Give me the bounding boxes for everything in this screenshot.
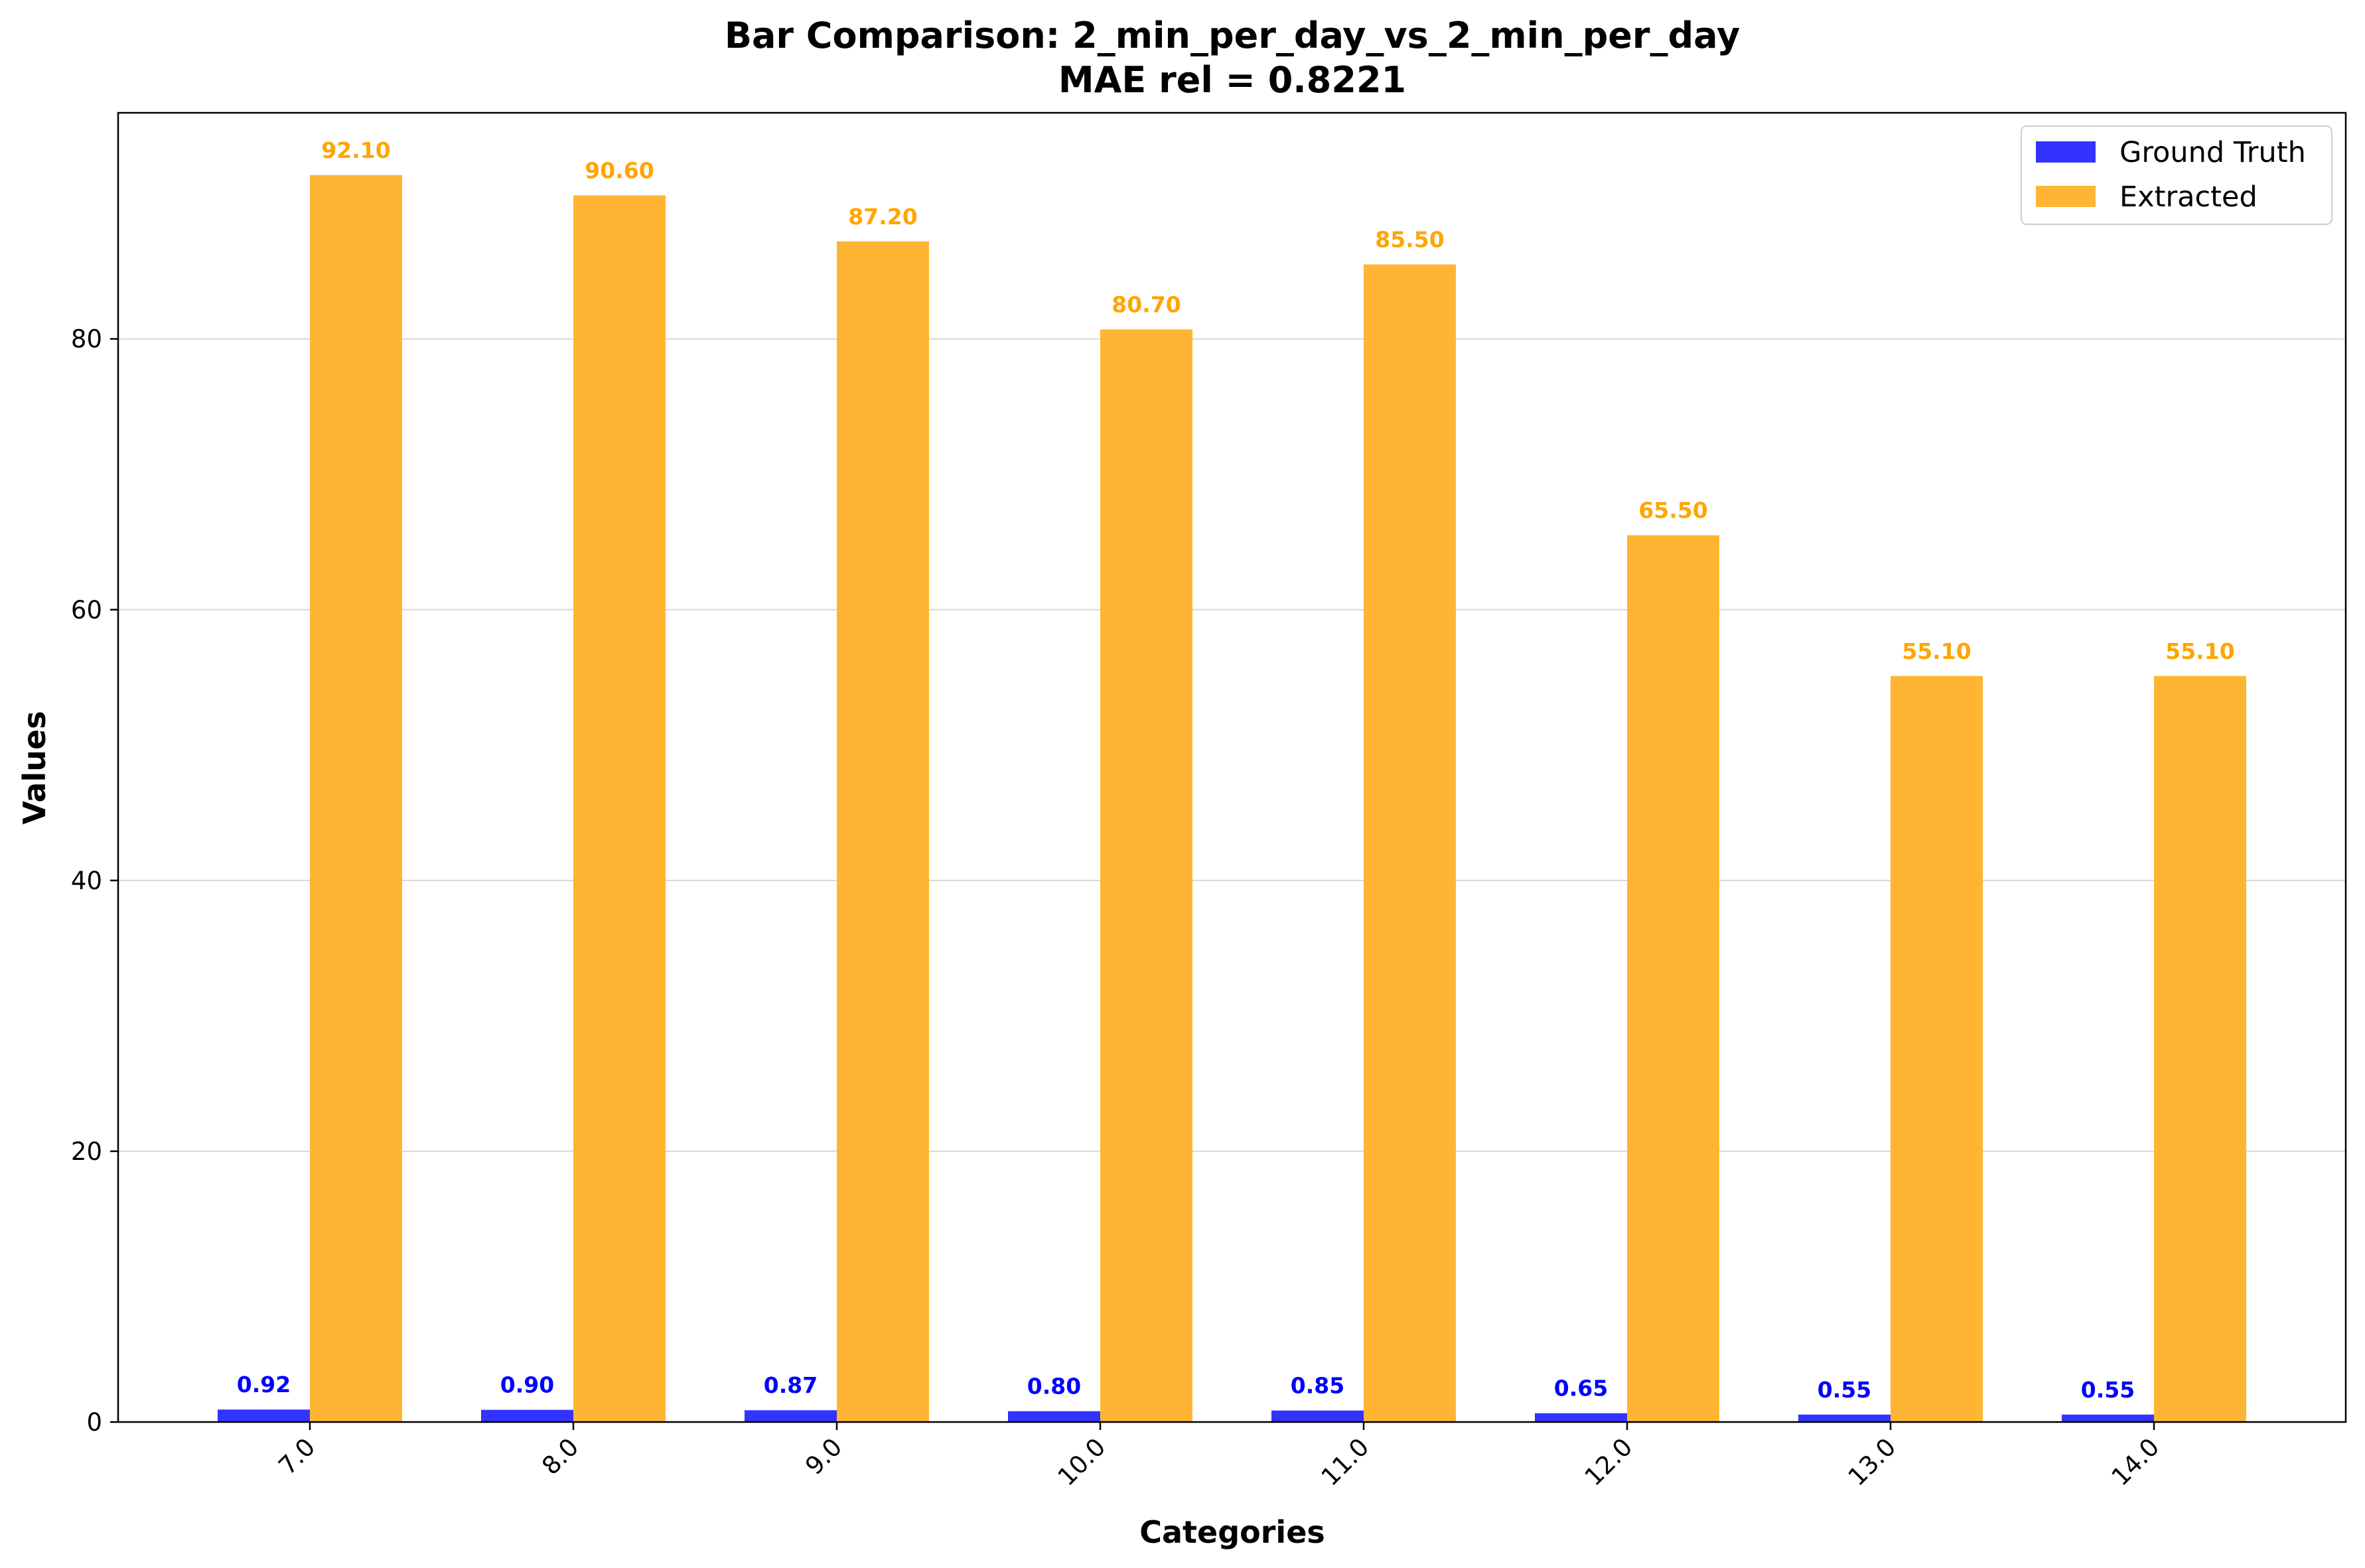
y-axis-label: Values	[17, 711, 52, 824]
x-tick-label-12-0: 12.0	[1579, 1433, 1638, 1492]
data-label-extracted-11-0: 85.50	[1375, 227, 1444, 253]
chart-title-line-1: Bar Comparison: 2_min_per_day_vs_2_min_p…	[725, 15, 1740, 56]
bar-ground-truth-13-0	[1798, 1414, 1891, 1422]
legend-swatch-ground-truth	[2036, 141, 2096, 163]
bar-extracted-11-0	[1364, 264, 1456, 1422]
chart-title-line-2: MAE rel = 0.8221	[1058, 59, 1406, 101]
y-tick-label-3: 60	[71, 596, 102, 624]
data-label-extracted-12-0: 65.50	[1638, 498, 1707, 524]
x-tick-label-11-0: 11.0	[1316, 1433, 1375, 1492]
bar-extracted-9-0	[837, 241, 929, 1423]
bar-ground-truth-12-0	[1535, 1413, 1627, 1422]
bar-extracted-8-0	[573, 195, 666, 1422]
y-tick-label-4: 80	[71, 325, 102, 354]
legend-swatch-extracted	[2036, 186, 2096, 207]
legend: Ground Truth Extracted	[2021, 125, 2332, 225]
data-label-extracted-10-0: 80.70	[1111, 291, 1181, 317]
bar-extracted-7-0	[310, 175, 402, 1422]
y-tick-label-1: 20	[71, 1137, 102, 1166]
data-label-ground-truth-14-0: 0.55	[2081, 1377, 2135, 1403]
data-label-extracted-14-0: 55.10	[2165, 638, 2234, 664]
bar-extracted-12-0	[1627, 535, 1719, 1422]
bar-ground-truth-11-0	[1271, 1410, 1364, 1422]
x-tick-label-14-0: 14.0	[2106, 1433, 2165, 1492]
x-tick-label-10-0: 10.0	[1052, 1433, 1111, 1492]
x-tick-label-13-0: 13.0	[1843, 1433, 1902, 1492]
bar-extracted-10-0	[1100, 329, 1192, 1423]
gridlines	[118, 338, 2346, 1152]
legend-label-ground-truth: Ground Truth	[2119, 136, 2306, 169]
bar-ground-truth-8-0	[481, 1409, 573, 1422]
y-axis-ticks: 0 20 40 60 80	[71, 325, 118, 1437]
x-tick-label-7-0: 7.0	[273, 1433, 321, 1480]
legend-frame	[2021, 125, 2332, 225]
x-tick-label-8-0: 8.0	[536, 1433, 584, 1480]
data-labels-layer: 0.92 92.10 0.90 90.60 0.87 87.20 0.80 80.70 0.85…	[237, 137, 2235, 1403]
data-label-extracted-8-0: 90.60	[585, 157, 654, 183]
data-label-ground-truth-13-0: 0.55	[1818, 1377, 1871, 1403]
x-axis-ticks: 7.0 8.0 9.0 10.0 11.0 12.0 13.0 14.0	[273, 1422, 2165, 1492]
bars-layer	[218, 175, 2246, 1423]
data-label-ground-truth-12-0: 0.65	[1554, 1376, 1608, 1401]
bar-ground-truth-7-0	[218, 1409, 310, 1422]
bar-ground-truth-10-0	[1008, 1411, 1100, 1422]
x-axis-label: Categories	[1139, 1514, 1325, 1550]
data-label-extracted-13-0: 55.10	[1902, 638, 1971, 664]
data-label-ground-truth-8-0: 0.90	[500, 1372, 554, 1398]
data-label-extracted-9-0: 87.20	[848, 204, 917, 230]
bar-extracted-14-0	[2154, 676, 2246, 1423]
data-label-ground-truth-11-0: 0.85	[1291, 1373, 1344, 1399]
plot-frame	[117, 111, 2347, 1423]
y-tick-label-2: 40	[71, 867, 102, 895]
bar-ground-truth-9-0	[745, 1410, 837, 1422]
legend-label-extracted: Extracted	[2119, 180, 2258, 214]
x-tick-label-9-0: 9.0	[800, 1433, 847, 1480]
data-label-ground-truth-7-0: 0.92	[237, 1372, 291, 1397]
data-label-extracted-7-0: 92.10	[321, 137, 390, 163]
data-label-ground-truth-9-0: 0.87	[764, 1372, 818, 1398]
y-tick-label-0: 0	[86, 1408, 102, 1437]
bar-extracted-13-0	[1891, 676, 1983, 1423]
data-label-ground-truth-10-0: 0.80	[1027, 1374, 1081, 1399]
bar-ground-truth-14-0	[2062, 1414, 2154, 1422]
